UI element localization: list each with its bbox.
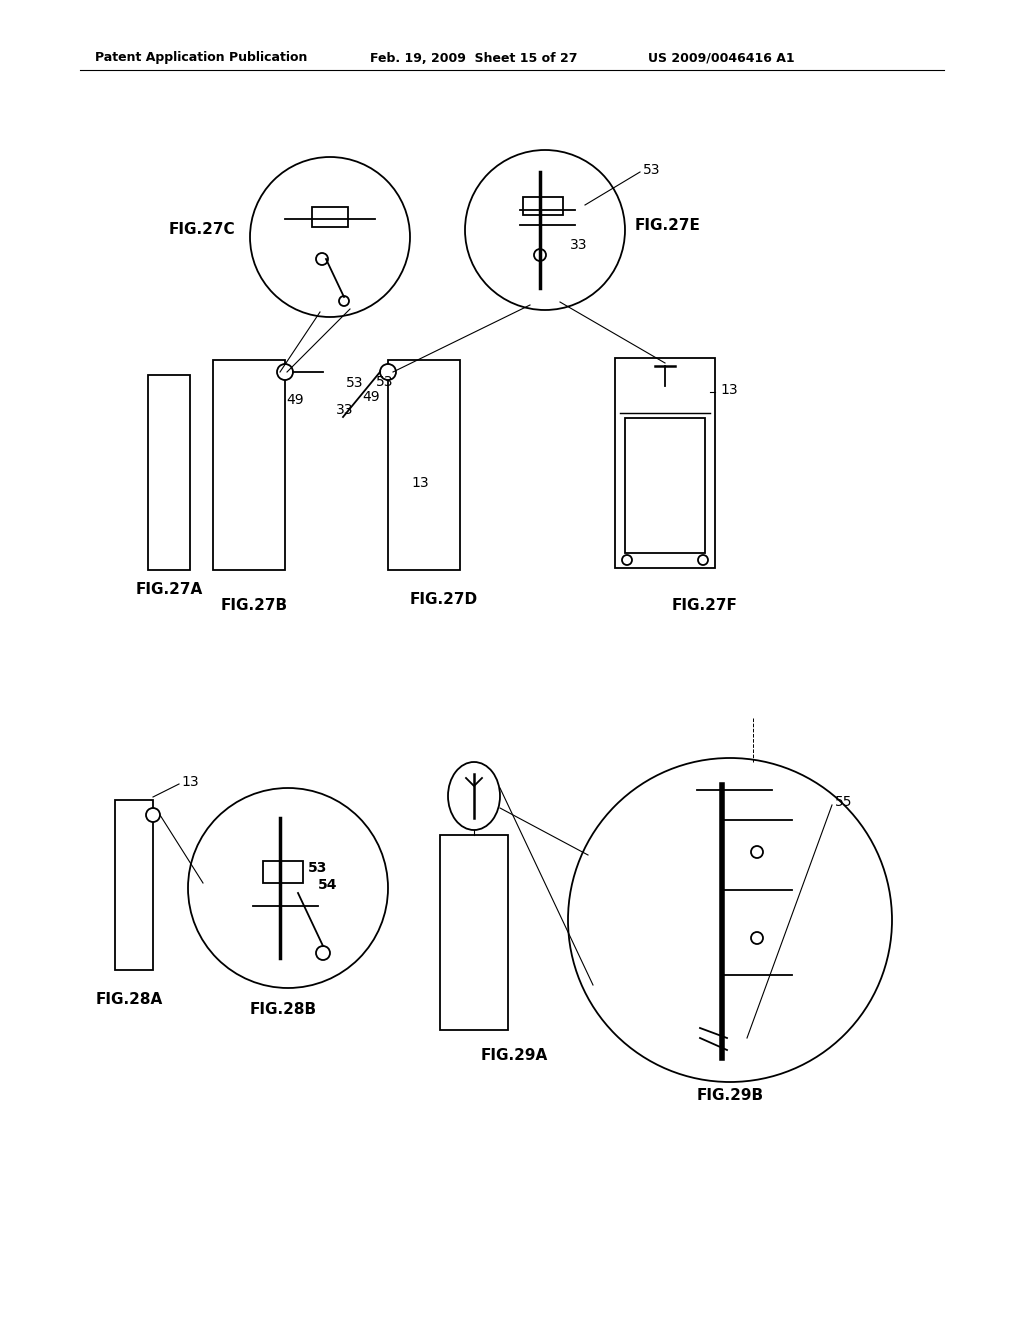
Text: 53: 53	[643, 162, 660, 177]
Bar	[213, 360, 285, 570]
Text: US 2009/0046416 A1: US 2009/0046416 A1	[648, 51, 795, 65]
Circle shape	[380, 364, 396, 380]
Circle shape	[316, 253, 328, 265]
Circle shape	[622, 554, 632, 565]
Text: 13: 13	[720, 383, 737, 397]
Bar	[115, 800, 153, 970]
Text: FIG.29A: FIG.29A	[480, 1048, 548, 1063]
Text: 53: 53	[308, 861, 328, 875]
Text: Feb. 19, 2009  Sheet 15 of 27: Feb. 19, 2009 Sheet 15 of 27	[370, 51, 578, 65]
Circle shape	[250, 157, 410, 317]
Text: 55: 55	[835, 795, 853, 809]
Text: 53: 53	[346, 376, 364, 389]
Bar	[615, 358, 715, 568]
Bar	[148, 375, 190, 570]
Text: 54: 54	[318, 878, 338, 892]
Circle shape	[534, 249, 546, 261]
Text: FIG.27D: FIG.27D	[410, 593, 478, 607]
Text: 53: 53	[376, 375, 393, 389]
Text: 49: 49	[286, 393, 304, 407]
Circle shape	[316, 946, 330, 960]
Circle shape	[751, 846, 763, 858]
Text: Patent Application Publication: Patent Application Publication	[95, 51, 307, 65]
Text: 13: 13	[181, 775, 199, 789]
Ellipse shape	[449, 762, 500, 830]
Circle shape	[146, 808, 160, 822]
Bar	[625, 418, 705, 553]
Circle shape	[465, 150, 625, 310]
Text: FIG.27F: FIG.27F	[672, 598, 738, 612]
Text: FIG.27E: FIG.27E	[635, 218, 700, 232]
Text: 49: 49	[362, 389, 380, 404]
Text: 33: 33	[570, 238, 588, 252]
Text: FIG.27C: FIG.27C	[168, 222, 234, 236]
Circle shape	[188, 788, 388, 987]
Circle shape	[339, 296, 349, 306]
Text: FIG.28B: FIG.28B	[250, 1002, 316, 1018]
Text: FIG.29B: FIG.29B	[696, 1088, 764, 1102]
Text: FIG.27A: FIG.27A	[135, 582, 203, 598]
Circle shape	[278, 364, 293, 380]
Circle shape	[751, 932, 763, 944]
Circle shape	[568, 758, 892, 1082]
Bar	[388, 360, 460, 570]
Bar	[440, 836, 508, 1030]
Bar	[263, 861, 303, 883]
Bar	[523, 197, 563, 215]
Bar	[312, 207, 348, 227]
Text: 13: 13	[412, 477, 429, 490]
Text: 33: 33	[336, 403, 353, 417]
Text: FIG.28A: FIG.28A	[95, 993, 163, 1007]
Text: FIG.27B: FIG.27B	[220, 598, 288, 612]
Circle shape	[698, 554, 708, 565]
